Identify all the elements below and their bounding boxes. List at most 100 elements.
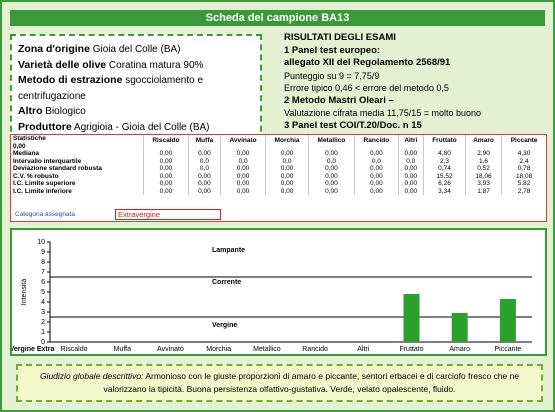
table-cell: 0,00	[265, 172, 309, 180]
result-line: allegato XII del Regolamento 2568/91	[284, 57, 451, 68]
table-cell: 0,00	[397, 150, 424, 158]
table-cell: 0,00	[354, 172, 399, 180]
y-tick-label: 6	[41, 279, 45, 286]
table-cell: 0,0	[354, 157, 399, 165]
x-tick-label: Avvinato	[157, 346, 184, 353]
info-row: Varietà delle olive Coratina matura 90%	[18, 58, 254, 74]
corner-text: Statistiche	[13, 135, 46, 142]
table-cell: 0,78	[501, 165, 546, 173]
corner-text: 0,00	[13, 142, 26, 150]
x-tick-label: Morchia	[206, 346, 231, 353]
band-label: Vergine	[212, 322, 237, 329]
table-cell: 0,00	[142, 172, 189, 180]
y-tick-label: 9	[41, 249, 45, 256]
column-header: Metallico	[307, 135, 355, 150]
table-cell: 0,74	[423, 165, 466, 173]
table-cell: 1,87	[464, 187, 502, 195]
result-line: 2 Metodo Mastri Oleari –	[284, 94, 394, 106]
info-value: Gioia del Colle (BA)	[92, 44, 181, 55]
table-cell: 0,00	[219, 165, 266, 173]
table-cell: 0,00	[142, 150, 189, 158]
info-value: sgocciolamento e centrifugazione	[18, 75, 204, 102]
column-header: Fruttato	[423, 135, 466, 150]
x-tick-label: Riscaldo	[61, 346, 88, 353]
table-cell: 0,00	[265, 165, 309, 173]
title-bar: Scheda del campione BA13	[10, 10, 545, 26]
table-cell: Mediana	[13, 150, 40, 157]
table-cell: 0,00	[142, 165, 189, 173]
table-cell: 18,06	[464, 172, 502, 180]
band-label: Lampante	[212, 247, 245, 254]
table: Statistiche 0,00 Riscaldo Muffa Avvinato Morc…	[11, 135, 546, 195]
table-cell: 3,93	[464, 180, 502, 188]
category-value: Extravergine	[115, 209, 222, 220]
info-value: Biologico	[45, 106, 86, 117]
column-header: Riscaldo	[142, 135, 189, 150]
band-label: Vergine Extra	[12, 346, 54, 353]
statistics-table: Statistiche 0,00 Riscaldo Muffa Avvinato Morc…	[10, 134, 547, 222]
table-cell: C.V. % robusto	[13, 172, 59, 180]
corner: Statistiche 0,00	[11, 135, 143, 150]
result-line: RISULTATI DEGLI ESAMI	[284, 32, 396, 43]
table-cell: 0,00	[354, 187, 399, 195]
table-cell: 0,00	[307, 172, 355, 180]
table-cell: 0,00	[188, 180, 221, 188]
table-cell: 2,3	[423, 157, 466, 165]
x-tick-label: Metallico	[253, 346, 281, 353]
column-header: Rancido	[354, 135, 399, 150]
column-header: Morchia	[265, 135, 309, 150]
table-cell: 0,00	[307, 150, 355, 158]
info-row: Metodo di estrazione sgocciolamento e ce…	[18, 73, 254, 104]
table-cell: 2,90	[464, 150, 502, 158]
bar	[451, 313, 468, 342]
table-cell: 0,0	[397, 157, 424, 165]
table-cell: 0,00	[219, 187, 266, 195]
x-tick-label: Amaro	[449, 346, 470, 353]
result-line: Punteggio su 9 = 7,75/9	[284, 70, 380, 81]
x-tick-label: Piccante	[494, 346, 521, 353]
chart-panel: 0 1 2 3 4 5 6 7 8 9 10 Intensità Lampante Corrente Ver…	[10, 228, 547, 356]
x-tick-label: Altri	[357, 346, 370, 353]
table-cell: 0,00	[307, 165, 355, 173]
results: RISULTATI DEGLI ESAMI 1 Panel test europe…	[284, 32, 481, 132]
y-tick-label: 3	[41, 309, 45, 316]
table-cell: 4,30	[501, 150, 546, 158]
table-cell: 0,00	[219, 172, 266, 180]
table-cell: I.C. Limite inferiore	[13, 187, 72, 195]
chart: 0 1 2 3 4 5 6 7 8 9 10 Intensità Lampante Corrente Ver…	[10, 239, 532, 353]
column-header: Muffa	[188, 135, 221, 150]
table-cell: 0,0	[188, 165, 221, 173]
y-tick-label: 1	[41, 329, 45, 336]
info-label: Metodo di estrazione	[18, 74, 123, 86]
x-tick-label: Rancido	[302, 346, 328, 353]
y-tick-label: 4	[41, 299, 45, 306]
info-label: Altro	[18, 105, 43, 117]
column-header: Avvinato	[219, 135, 266, 150]
table-cell: 0,00	[354, 165, 399, 173]
table-cell: 0,00	[188, 187, 221, 195]
table-cell: 0,00	[397, 172, 424, 180]
x-tick-label: Muffa	[114, 346, 131, 353]
table-cell: 0,00	[307, 180, 355, 188]
header-row: Statistiche 0,00 Riscaldo Muffa Avvinato Morc…	[11, 135, 546, 150]
table-row: Mediana 0,00 0,00 0,00 0,00 0,00 0,00 0,00 4,80 2…	[11, 150, 546, 158]
table-cell: 0,00	[188, 172, 221, 180]
column-header: Piccante	[501, 135, 546, 150]
table-cell: 0,00	[142, 180, 189, 188]
table-cell: Deviazione standard robusta	[13, 165, 102, 172]
table-cell: 15,52	[423, 172, 466, 180]
info-label: Varietà delle olive	[18, 58, 107, 71]
table-cell: 0,00	[142, 187, 189, 195]
y-tick-label: 8	[41, 259, 45, 266]
info-row: Zona d'origine Gioia del Colle (BA)	[18, 42, 254, 58]
table-cell: 0,00	[188, 150, 221, 158]
table-cell: 0,00	[265, 150, 309, 158]
result-line: Errore tipico 0,46 < errore del metodo 0…	[284, 83, 449, 93]
table-cell: 0,00	[354, 180, 399, 188]
table-cell: 6,26	[423, 180, 466, 188]
table-cell: 0,00	[142, 157, 189, 165]
table-cell: 3,34	[423, 187, 466, 195]
table-cell: 2,4	[501, 157, 546, 165]
table-cell: 0,00	[397, 187, 424, 195]
